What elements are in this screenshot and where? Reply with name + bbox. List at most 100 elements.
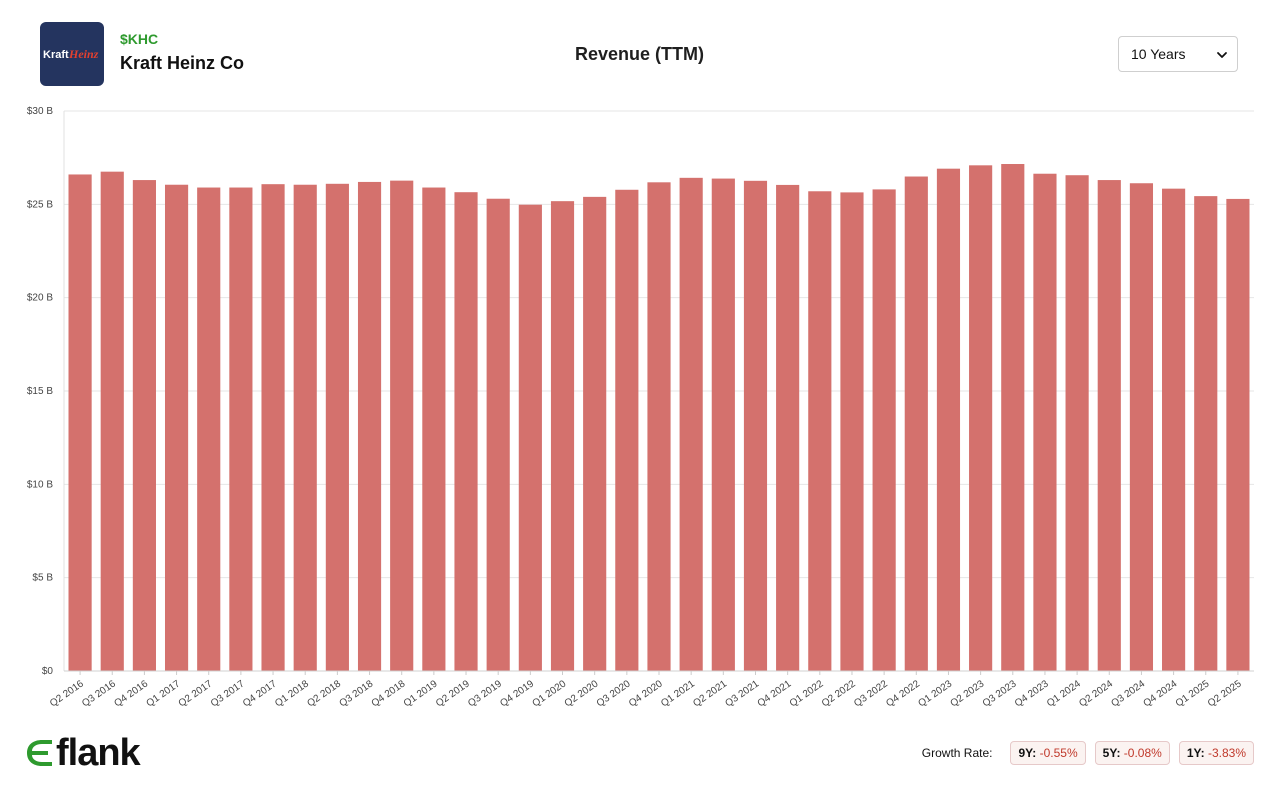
x-tick-label: Q1 2022 xyxy=(788,678,826,709)
period-select-value: 10 Years xyxy=(1131,46,1186,62)
revenue-bar xyxy=(711,178,735,671)
x-tick-label: Q4 2019 xyxy=(498,678,536,709)
x-tick-label: Q3 2024 xyxy=(1109,678,1147,709)
x-tick-label: Q4 2024 xyxy=(1142,678,1180,709)
chevron-down-icon xyxy=(1217,52,1227,58)
revenue-bar xyxy=(840,192,864,672)
revenue-bar xyxy=(1194,196,1218,671)
growth-badge-9y: 9Y: -0.55% xyxy=(1010,741,1086,765)
x-tick-label: Q4 2021 xyxy=(756,678,794,709)
revenue-bar xyxy=(68,174,92,671)
x-tick-label: Q2 2020 xyxy=(563,678,601,709)
x-tick-label: Q2 2022 xyxy=(820,678,858,709)
revenue-bar xyxy=(1162,188,1186,672)
x-tick-label: Q4 2016 xyxy=(112,678,150,709)
y-tick-label: $5 B xyxy=(32,573,53,584)
y-tick-label: $15 B xyxy=(27,386,53,397)
revenue-bar xyxy=(1226,198,1250,672)
revenue-bar xyxy=(615,189,639,672)
x-tick-label: Q2 2025 xyxy=(1206,678,1244,709)
revenue-bar xyxy=(100,171,124,671)
revenue-bar xyxy=(293,184,317,671)
flank-wordmark: flank xyxy=(56,732,141,774)
revenue-bar-chart: $0$5 B$10 B$15 B$20 B$25 B$30 BQ2 2016Q3… xyxy=(27,106,1254,709)
flank-leaf-icon xyxy=(27,740,52,766)
revenue-bar xyxy=(550,201,575,671)
revenue-bar xyxy=(1001,164,1025,671)
y-tick-label: $0 xyxy=(42,666,54,677)
revenue-bar xyxy=(486,198,510,671)
revenue-bar xyxy=(357,181,382,671)
x-tick-label: Q2 2021 xyxy=(691,678,729,709)
company-logo: Kraft Heinz xyxy=(40,22,104,86)
revenue-bar xyxy=(197,187,221,672)
revenue-bar xyxy=(872,189,896,671)
kraft-heinz-logo-icon: Kraft Heinz xyxy=(43,47,99,61)
revenue-bar xyxy=(776,184,800,672)
x-tick-label: Q1 2021 xyxy=(659,678,697,709)
y-tick-label: $25 B xyxy=(27,199,53,210)
revenue-bar xyxy=(132,180,156,672)
revenue-bar xyxy=(164,184,189,671)
revenue-bar xyxy=(1129,183,1154,672)
x-tick-label: Q3 2023 xyxy=(981,678,1019,709)
x-tick-label: Q4 2022 xyxy=(884,678,922,709)
x-tick-label: Q1 2018 xyxy=(273,678,311,709)
growth-value: -0.55% xyxy=(1039,746,1078,760)
x-tick-label: Q1 2017 xyxy=(145,678,183,709)
period-select[interactable]: 10 Years xyxy=(1118,36,1238,72)
x-tick-label: Q3 2020 xyxy=(595,678,633,709)
x-tick-label: Q3 2021 xyxy=(723,678,761,709)
revenue-bar xyxy=(808,191,832,671)
revenue-bar xyxy=(518,204,542,671)
logo-text-heinz: Heinz xyxy=(68,47,99,61)
x-tick-label: Q3 2018 xyxy=(338,678,376,709)
x-tick-label: Q4 2017 xyxy=(241,678,279,709)
x-tick-label: Q2 2018 xyxy=(305,678,343,709)
revenue-bar xyxy=(390,180,414,672)
growth-badge-5y: 5Y: -0.08% xyxy=(1094,741,1170,765)
revenue-bar xyxy=(936,168,961,671)
x-tick-label: Q3 2022 xyxy=(852,678,890,709)
revenue-bar xyxy=(325,183,349,672)
x-tick-label: Q3 2017 xyxy=(209,678,247,709)
revenue-bar xyxy=(969,165,993,671)
y-tick-label: $10 B xyxy=(27,479,53,490)
growth-value: -0.08% xyxy=(1123,746,1162,760)
x-tick-label: Q1 2024 xyxy=(1045,678,1083,709)
revenue-bar xyxy=(583,196,607,671)
x-tick-label: Q2 2019 xyxy=(434,678,472,709)
revenue-bar xyxy=(229,187,253,672)
y-tick-label: $30 B xyxy=(27,106,53,117)
logo-text-kraft: Kraft xyxy=(43,49,69,61)
growth-period: 9Y: xyxy=(1018,746,1037,760)
x-tick-label: Q1 2025 xyxy=(1174,678,1212,709)
y-tick-label: $20 B xyxy=(27,293,53,304)
x-tick-label: Q2 2017 xyxy=(177,678,215,709)
revenue-bar xyxy=(743,180,768,671)
x-tick-label: Q2 2024 xyxy=(1077,678,1115,709)
x-tick-label: Q2 2016 xyxy=(48,678,86,709)
revenue-bar xyxy=(647,182,671,671)
revenue-bar xyxy=(454,192,478,671)
x-tick-label: Q4 2020 xyxy=(627,678,665,709)
x-tick-label: Q3 2016 xyxy=(80,678,118,709)
x-tick-label: Q1 2020 xyxy=(530,678,568,709)
flank-logo: flank xyxy=(24,732,141,774)
company-name: Kraft Heinz Co xyxy=(120,53,245,73)
revenue-bar xyxy=(261,184,285,671)
growth-value: -3.83% xyxy=(1207,746,1246,760)
x-tick-label: Q4 2018 xyxy=(370,678,408,709)
ticker-symbol: $KHC xyxy=(120,31,159,47)
revenue-bar xyxy=(1097,180,1121,672)
revenue-bar xyxy=(422,187,446,672)
revenue-bar xyxy=(904,176,928,671)
revenue-bar xyxy=(679,177,703,671)
revenue-bar xyxy=(1033,173,1057,671)
growth-rate-label: Growth Rate: xyxy=(921,746,993,760)
x-tick-label: Q1 2019 xyxy=(402,678,440,709)
x-tick-label: Q1 2023 xyxy=(916,678,954,709)
growth-badge-1y: 1Y: -3.83% xyxy=(1178,741,1254,765)
chart-title: Revenue (TTM) xyxy=(574,44,704,64)
